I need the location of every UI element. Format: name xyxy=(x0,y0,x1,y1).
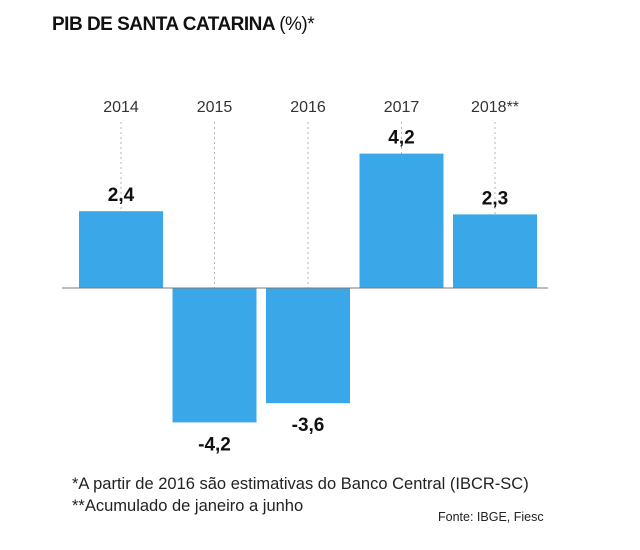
category-label: 2016 xyxy=(290,99,326,116)
category-labels: 2014 2015 2016 2017 2018** xyxy=(103,99,519,116)
footnote-estimates: *A partir de 2016 são estimativas do Ban… xyxy=(72,475,529,493)
bar-2016 xyxy=(266,288,350,404)
value-label: 2,4 xyxy=(108,185,135,206)
value-label: -3,6 xyxy=(292,415,325,436)
guide-lines xyxy=(120,122,496,288)
footnote-accumulated: **Acumulado de janeiro a junho xyxy=(72,497,304,515)
bar-chart: 2014 2015 2016 2017 2018** 2,4 -4,2 -3,6 4,2 2,3 xyxy=(62,99,548,456)
chart-title-text: PIB DE SANTA CATARINA xyxy=(52,14,275,35)
bar-2014 xyxy=(79,211,163,288)
category-label: 2017 xyxy=(384,99,420,116)
category-label: 2018** xyxy=(471,99,519,116)
value-label: -4,2 xyxy=(198,434,231,455)
bar-2018 xyxy=(453,214,537,288)
value-label: 2,3 xyxy=(482,188,508,209)
value-labels: 2,4 -4,2 -3,6 4,2 2,3 xyxy=(108,128,508,456)
category-label: 2014 xyxy=(103,99,139,116)
chart-title-suffix: (%)* xyxy=(279,14,315,35)
bars xyxy=(79,153,537,423)
bar-2015 xyxy=(172,288,257,423)
chart-title: PIB DE SANTA CATARINA (%)* xyxy=(52,14,315,36)
category-label: 2015 xyxy=(197,99,233,116)
bar-2017 xyxy=(359,153,444,288)
value-label: 4,2 xyxy=(388,128,414,149)
source-credit: Fonte: IBGE, Fiesc xyxy=(438,510,544,524)
